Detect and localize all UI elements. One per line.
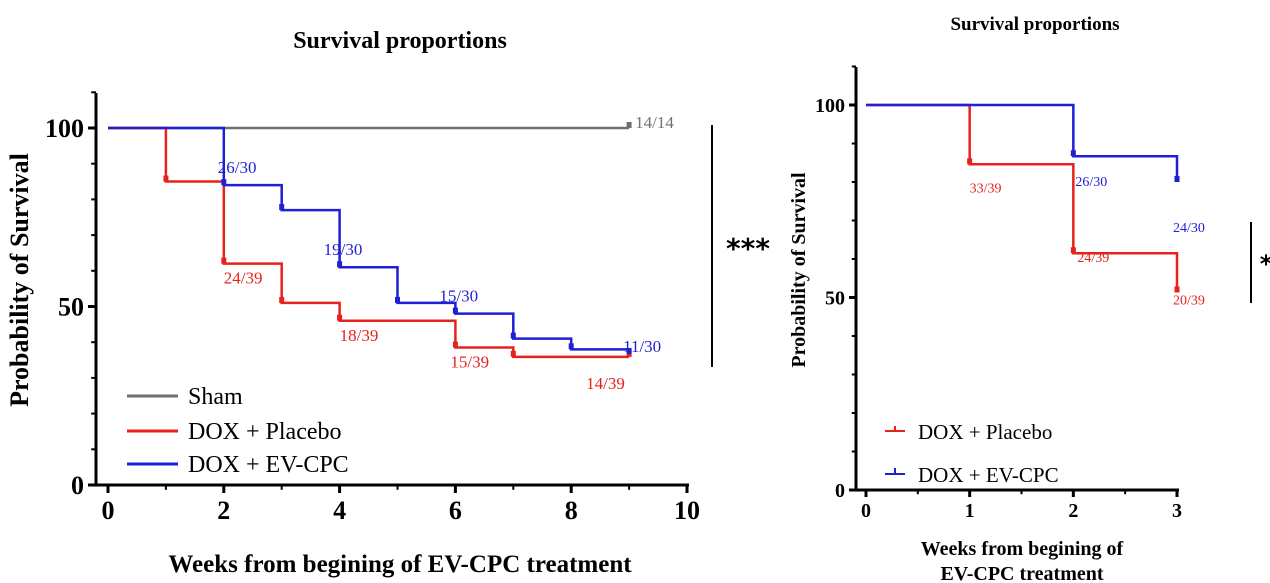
annotation-dox-placebo: 24/39 (224, 269, 263, 288)
censor-mark-dox-ev-cpc (279, 204, 285, 211)
annotation-dox-placebo: 33/39 (970, 181, 1002, 196)
x-tick-label: 3 (1172, 500, 1182, 522)
chart-right-y-axis-label: Probability of Survival (788, 172, 810, 368)
chart-right-axes: 0 50 100 0 1 2 3 (815, 65, 1182, 522)
annotation-dox-placebo: 14/39 (586, 374, 625, 393)
censor-mark-dox-ev-cpc (1070, 150, 1076, 157)
annotation-dox-ev-cpc: 24/30 (1173, 221, 1205, 236)
censor-mark-dox-placebo (967, 158, 973, 165)
legend-label-dox-placebo: DOX + Placebo (188, 419, 342, 445)
chart-right-x-axis-label-line2: EV-CPC treatment (940, 563, 1103, 583)
censor-mark-dox-placebo (221, 257, 227, 264)
chart-left-y-axis-label: Probability of Survival (5, 153, 34, 407)
x-tick-label: 1 (965, 500, 975, 522)
chart-left-annotations: 14/14 24/39 18/39 15/39 14/39 26/30 19/30 15/30… (218, 113, 675, 393)
censor-mark-dox-placebo (279, 296, 285, 303)
x-tick-label: 2 (1068, 500, 1078, 522)
annotation-dox-ev-cpc: 26/30 (1075, 175, 1107, 190)
x-tick-label: 6 (449, 496, 462, 525)
x-tick-label: 4 (333, 496, 346, 525)
x-tick-label: 8 (565, 496, 578, 525)
x-tick-label: 10 (674, 496, 700, 525)
censor-mark-dox-ev-cpc (395, 296, 400, 303)
censor-mark-dox-ev-cpc (510, 332, 516, 339)
y-tick-label: 50 (58, 293, 84, 322)
legend-label-sham: Sham (188, 384, 243, 410)
annotation-dox-ev-cpc: 19/30 (324, 240, 363, 259)
censor-mark-dox-ev-cpc (221, 179, 227, 186)
legend-label-dox-ev-cpc: DOX + EV-CPC (918, 463, 1059, 487)
annotation-sham: 14/14 (635, 113, 674, 132)
annotation-dox-placebo: 20/39 (1173, 293, 1205, 308)
chart-left-x-axis-label: Weeks from begining of EV-CPC treatment (168, 551, 632, 578)
series-line-dox-ev-cpc (866, 103, 1179, 182)
chart-right-annotations: 33/39 24/39 20/39 26/30 24/30 (970, 175, 1205, 308)
x-tick-label: 2 (217, 496, 230, 525)
censor-mark-sham (626, 122, 632, 128)
censor-mark-dox-placebo (163, 175, 169, 182)
y-tick-label: 0 (71, 471, 84, 500)
chart-left-significance-label: *** (726, 232, 770, 265)
annotation-dox-placebo: 18/39 (340, 326, 379, 345)
annotation-dox-ev-cpc: 26/30 (218, 158, 257, 177)
chart-right-title: Survival proportions (950, 14, 1119, 35)
chart-right-legend: DOX + Placebo DOX + EV-CPC (885, 420, 1059, 487)
censor-mark-dox-placebo (1174, 286, 1180, 293)
y-tick-label: 100 (815, 95, 845, 117)
chart-right-series (866, 103, 1180, 293)
series-line-dox-placebo (108, 126, 630, 359)
chart-left: Survival proportions Probability of Surv… (5, 28, 770, 578)
censor-mark-dox-ev-cpc (626, 347, 632, 354)
annotation-dox-ev-cpc: 11/30 (623, 337, 661, 356)
censor-mark-dox-ev-cpc (1174, 176, 1180, 182)
y-tick-label: 100 (45, 114, 84, 143)
chart-right-significance-label: * (1260, 250, 1270, 278)
chart-left-series (108, 122, 632, 359)
censor-mark-dox-placebo (452, 341, 458, 348)
censor-mark-dox-ev-cpc (568, 343, 574, 350)
chart-right-x-axis-label-line1: Weeks from begining of (921, 538, 1124, 560)
legend-label-dox-placebo: DOX + Placebo (918, 420, 1052, 444)
censor-mark-dox-placebo (1070, 247, 1076, 254)
series-line-dox-placebo (866, 103, 1179, 293)
annotation-dox-placebo: 15/39 (450, 353, 489, 372)
chart-left-title: Survival proportions (293, 28, 507, 54)
x-tick-label: 0 (102, 496, 115, 525)
chart-left-legend: Sham DOX + Placebo DOX + EV-CPC (127, 384, 349, 478)
legend-label-dox-ev-cpc: DOX + EV-CPC (188, 452, 349, 478)
y-tick-label: 0 (835, 480, 845, 502)
chart-right: Survival proportions Probability of Surv… (788, 14, 1270, 583)
censor-mark-dox-placebo (510, 350, 516, 357)
annotation-dox-placebo: 24/39 (1077, 251, 1109, 266)
y-tick-label: 50 (825, 288, 845, 310)
censor-mark-dox-ev-cpc (337, 261, 343, 268)
x-tick-label: 0 (861, 500, 871, 522)
annotation-dox-ev-cpc: 15/30 (439, 287, 478, 306)
censor-mark-dox-ev-cpc (452, 307, 458, 314)
censor-mark-dox-placebo (337, 314, 343, 321)
chart-left-axes: 0 50 100 0 2 4 6 8 10 (45, 91, 700, 525)
